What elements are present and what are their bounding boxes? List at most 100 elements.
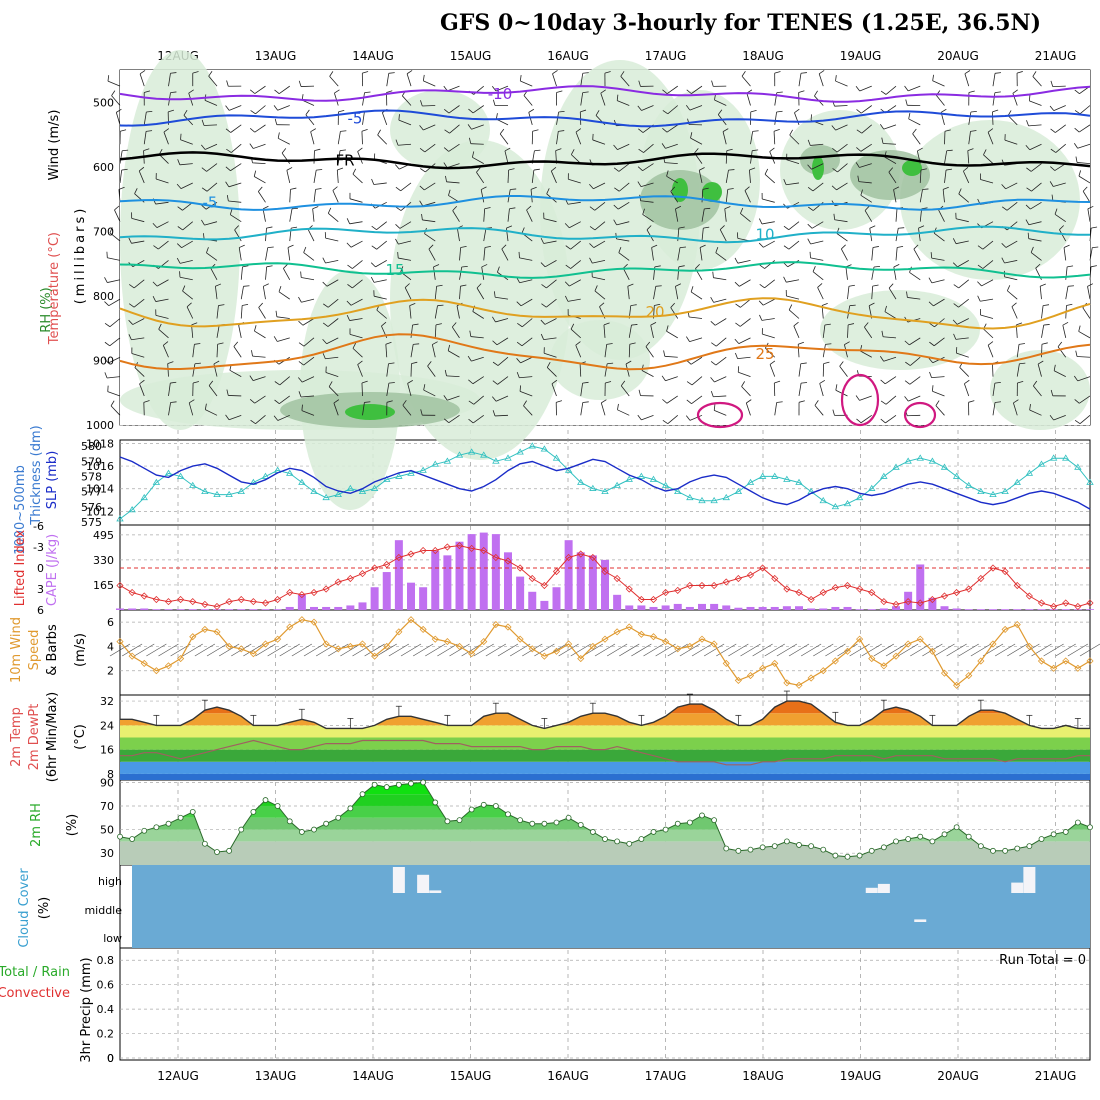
thickness-line-point: [952, 472, 961, 479]
thickness-line-point: [819, 496, 827, 504]
wind10-barb: [400, 643, 422, 657]
wind-barb: [119, 150, 123, 164]
wind-barb-flag: [1026, 167, 1032, 172]
wind-barb-flag: [953, 303, 959, 308]
wind-barb: [204, 221, 218, 226]
wind-barb: [675, 286, 679, 300]
wind-barb-flag: [333, 399, 340, 404]
wind10-speed-line-point: [334, 645, 342, 653]
wind-barb-flag: [783, 179, 787, 185]
wind-barb: [228, 200, 242, 203]
wind-barb-flag: [1074, 89, 1080, 95]
rh-line-point: [505, 811, 511, 818]
wind-barb: [600, 402, 606, 416]
wind-barb-flag: [1035, 263, 1041, 269]
axis-tick-label: 4: [107, 640, 114, 653]
wind-barb-flag: [497, 266, 500, 273]
temp-band: [120, 713, 1090, 726]
wind-barb: [240, 286, 244, 300]
wind10-speed-line-point: [516, 635, 524, 643]
wind-barb: [238, 247, 242, 261]
wind-barb: [289, 208, 293, 222]
wind10-speed-line-point: [383, 642, 391, 650]
wind-barb: [431, 344, 436, 358]
wind10-barb: [813, 643, 834, 657]
wind-barb: [158, 240, 169, 250]
isotherm-30: [903, 401, 937, 429]
rh-line-point: [529, 820, 536, 827]
wind-barb: [1016, 344, 1020, 358]
wind-barb: [115, 112, 121, 125]
wind-barb: [761, 221, 775, 225]
thickness-line-point: [152, 478, 161, 485]
wind-barb-flag: [226, 194, 229, 202]
temp-unit-label: (°C): [73, 724, 88, 750]
axis-tick-label: 165: [93, 579, 114, 592]
wind-barb-flag: [622, 263, 628, 269]
wind-barb-flag: [606, 343, 613, 345]
wind-barb: [859, 395, 872, 401]
wind-barb: [957, 260, 969, 268]
wind-barb: [163, 131, 169, 145]
thickness-line-point: [564, 466, 573, 473]
wind-barb-flag: [481, 264, 488, 268]
li-tick: -3: [33, 541, 44, 554]
cloud-high-bar: [1011, 882, 1024, 893]
wind-barb: [452, 210, 460, 222]
wind-barb-flag: [1092, 246, 1099, 249]
rh-line-point: [929, 838, 936, 845]
lifted-index-line-point: [261, 599, 270, 607]
cape-bar: [758, 606, 767, 610]
wind-barb: [835, 80, 848, 87]
wind-barb: [797, 344, 800, 358]
wind-barb-flag: [920, 168, 927, 171]
lifted-index-line-point: [310, 588, 318, 597]
wind-barb-flag: [620, 380, 626, 386]
wind-barb: [357, 151, 363, 164]
wind-barb-flag: [655, 285, 662, 287]
wind-barb: [713, 395, 727, 398]
cape-bar: [673, 603, 682, 610]
wind-barb: [932, 390, 945, 397]
thickness-line-point: [904, 457, 912, 464]
wind-barb: [980, 298, 994, 302]
cape-bar: [528, 591, 537, 610]
thickness-line-point: [164, 469, 173, 476]
wind-barb: [618, 163, 630, 172]
lifted-index-line-point: [371, 564, 379, 572]
wind-barb: [362, 92, 365, 106]
wind-barb-flag: [789, 129, 793, 136]
wind-barb-flag: [741, 71, 746, 77]
wind-barb-flag: [880, 400, 887, 405]
wind-barb-flag: [798, 400, 805, 403]
axis-tick-label: 32: [100, 695, 114, 708]
wind-barb-flag: [710, 377, 715, 383]
rh-line-point: [602, 836, 608, 842]
wind-barb-flag: [823, 361, 830, 364]
wind-barb-flag: [872, 284, 879, 287]
wind-barb-flag: [752, 149, 759, 152]
wind-barb-flag: [670, 302, 676, 308]
wind-barb: [895, 247, 898, 261]
wind-barb-flag: [218, 304, 225, 306]
wind-barb: [215, 286, 218, 300]
slp-line: [119, 456, 1091, 510]
date-label-bottom: 20AUG: [937, 1069, 979, 1083]
isotherm-line: [119, 333, 1091, 371]
wind-barb: [1053, 414, 1066, 421]
lifted-index-line-point: [516, 564, 524, 572]
wind-barb-flag: [386, 400, 393, 403]
wind-barb: [471, 124, 484, 130]
rh-line-point: [541, 820, 548, 827]
wind-barb: [301, 395, 315, 398]
date-label-bottom: 21AUG: [1035, 1069, 1077, 1083]
wind-barb-flag: [994, 91, 1001, 94]
lifted-index-line-point: [734, 574, 742, 583]
cape-bar: [261, 609, 270, 610]
wind-barb: [1077, 143, 1091, 149]
wind-barb-flag: [225, 181, 230, 188]
lifted-index-line-point: [528, 574, 536, 583]
wind-barb-flag: [492, 99, 496, 106]
wind-barb-flag: [794, 108, 800, 114]
wind-barb-flag: [662, 419, 669, 425]
